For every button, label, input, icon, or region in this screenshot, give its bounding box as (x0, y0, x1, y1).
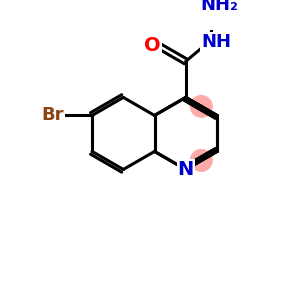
Circle shape (190, 96, 212, 117)
Text: N: N (178, 160, 194, 179)
Text: NH: NH (201, 33, 231, 51)
Text: Br: Br (41, 106, 64, 124)
Text: O: O (144, 36, 160, 55)
Circle shape (190, 150, 212, 171)
Text: NH₂: NH₂ (201, 0, 238, 14)
